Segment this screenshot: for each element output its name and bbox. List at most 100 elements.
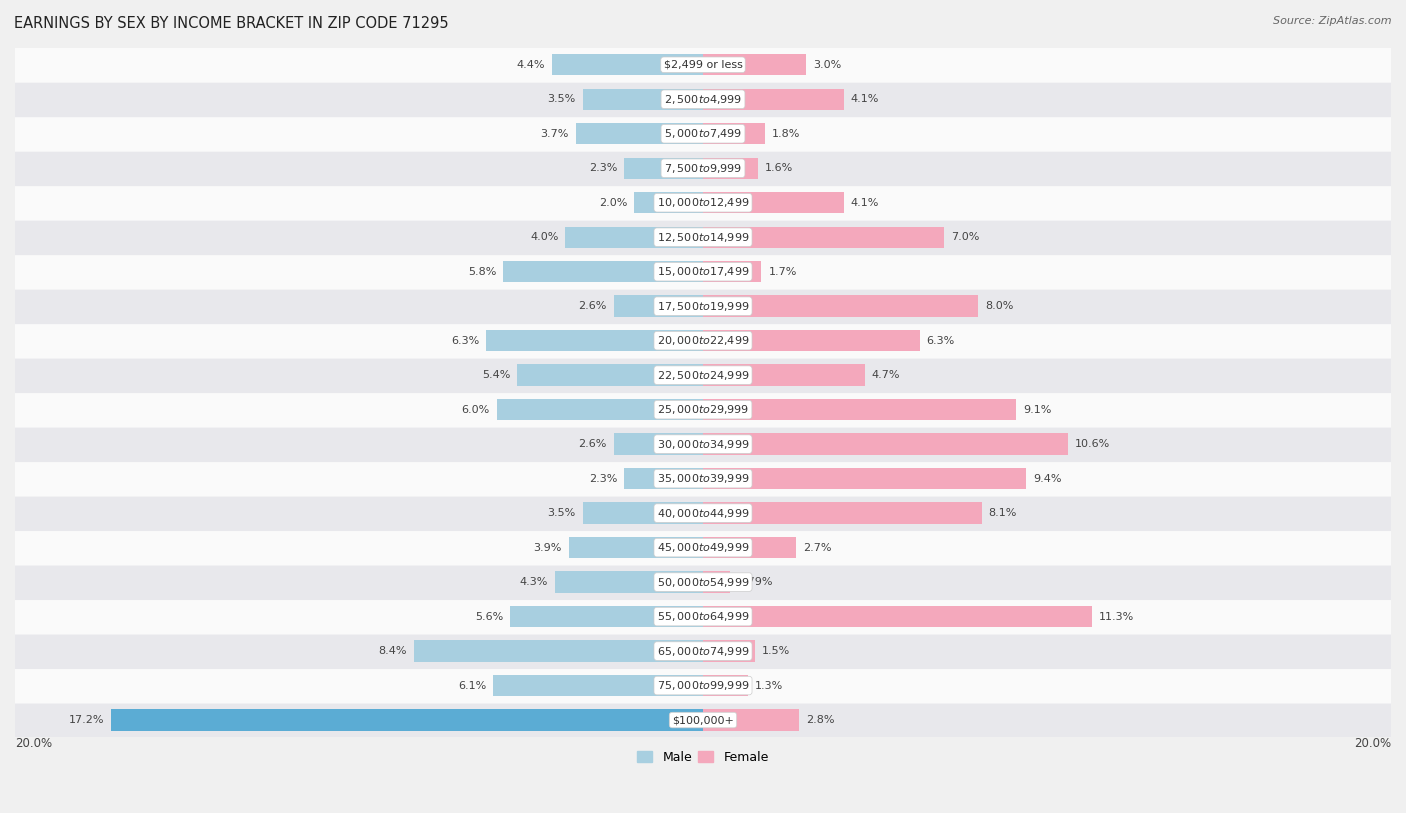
Bar bbox=[703, 261, 762, 282]
Bar bbox=[703, 123, 765, 145]
FancyBboxPatch shape bbox=[14, 150, 1392, 186]
Text: 3.5%: 3.5% bbox=[547, 94, 575, 104]
Bar bbox=[555, 572, 703, 593]
Text: $35,000 to $39,999: $35,000 to $39,999 bbox=[657, 472, 749, 485]
Bar bbox=[551, 54, 703, 76]
Bar bbox=[703, 89, 844, 110]
Text: 4.4%: 4.4% bbox=[516, 60, 544, 70]
Text: 7.0%: 7.0% bbox=[950, 233, 979, 242]
Text: 1.3%: 1.3% bbox=[755, 680, 783, 690]
Bar bbox=[413, 641, 703, 662]
Bar bbox=[703, 606, 1091, 628]
Text: 5.8%: 5.8% bbox=[468, 267, 496, 276]
Text: 5.4%: 5.4% bbox=[482, 370, 510, 380]
FancyBboxPatch shape bbox=[14, 495, 1392, 531]
FancyBboxPatch shape bbox=[14, 81, 1392, 117]
Text: 2.7%: 2.7% bbox=[803, 542, 831, 553]
Text: $7,500 to $9,999: $7,500 to $9,999 bbox=[664, 162, 742, 175]
Bar bbox=[703, 710, 800, 731]
Text: $65,000 to $74,999: $65,000 to $74,999 bbox=[657, 645, 749, 658]
Text: 10.6%: 10.6% bbox=[1074, 439, 1109, 449]
Bar bbox=[582, 502, 703, 524]
Text: 6.1%: 6.1% bbox=[458, 680, 486, 690]
Bar bbox=[575, 123, 703, 145]
Bar bbox=[494, 675, 703, 696]
Bar bbox=[569, 537, 703, 559]
FancyBboxPatch shape bbox=[14, 323, 1392, 359]
Text: $10,000 to $12,499: $10,000 to $12,499 bbox=[657, 196, 749, 209]
Text: 2.6%: 2.6% bbox=[578, 301, 606, 311]
Text: $5,000 to $7,499: $5,000 to $7,499 bbox=[664, 128, 742, 140]
Legend: Male, Female: Male, Female bbox=[633, 746, 773, 769]
Text: $20,000 to $22,499: $20,000 to $22,499 bbox=[657, 334, 749, 347]
Text: $100,000+: $100,000+ bbox=[672, 715, 734, 725]
Text: $30,000 to $34,999: $30,000 to $34,999 bbox=[657, 437, 749, 450]
Text: $17,500 to $19,999: $17,500 to $19,999 bbox=[657, 300, 749, 313]
Bar bbox=[486, 330, 703, 351]
Text: 6.3%: 6.3% bbox=[927, 336, 955, 346]
Bar bbox=[703, 399, 1017, 420]
FancyBboxPatch shape bbox=[14, 461, 1392, 497]
Bar bbox=[703, 433, 1067, 454]
Bar bbox=[613, 433, 703, 454]
Text: 20.0%: 20.0% bbox=[15, 737, 52, 750]
Bar bbox=[496, 399, 703, 420]
FancyBboxPatch shape bbox=[14, 289, 1392, 324]
Text: 3.7%: 3.7% bbox=[540, 128, 569, 139]
Bar bbox=[703, 641, 755, 662]
Text: $40,000 to $44,999: $40,000 to $44,999 bbox=[657, 506, 749, 520]
Text: 2.3%: 2.3% bbox=[589, 163, 617, 173]
Text: Source: ZipAtlas.com: Source: ZipAtlas.com bbox=[1274, 16, 1392, 26]
Bar bbox=[703, 537, 796, 559]
Bar bbox=[703, 330, 920, 351]
Text: $12,500 to $14,999: $12,500 to $14,999 bbox=[657, 231, 749, 244]
Bar bbox=[703, 468, 1026, 489]
FancyBboxPatch shape bbox=[14, 47, 1392, 83]
Bar bbox=[703, 364, 865, 386]
Text: 2.0%: 2.0% bbox=[599, 198, 627, 207]
Bar bbox=[703, 295, 979, 317]
FancyBboxPatch shape bbox=[14, 185, 1392, 220]
Bar bbox=[565, 227, 703, 248]
FancyBboxPatch shape bbox=[14, 220, 1392, 255]
FancyBboxPatch shape bbox=[14, 564, 1392, 600]
Text: 5.6%: 5.6% bbox=[475, 611, 503, 622]
FancyBboxPatch shape bbox=[14, 598, 1392, 634]
FancyBboxPatch shape bbox=[14, 530, 1392, 566]
Text: 8.4%: 8.4% bbox=[378, 646, 408, 656]
Text: 17.2%: 17.2% bbox=[69, 715, 104, 725]
Text: $50,000 to $54,999: $50,000 to $54,999 bbox=[657, 576, 749, 589]
Bar bbox=[510, 606, 703, 628]
Text: 6.0%: 6.0% bbox=[461, 405, 489, 415]
Text: EARNINGS BY SEX BY INCOME BRACKET IN ZIP CODE 71295: EARNINGS BY SEX BY INCOME BRACKET IN ZIP… bbox=[14, 16, 449, 31]
Bar bbox=[703, 54, 806, 76]
Text: $2,500 to $4,999: $2,500 to $4,999 bbox=[664, 93, 742, 106]
Text: $15,000 to $17,499: $15,000 to $17,499 bbox=[657, 265, 749, 278]
FancyBboxPatch shape bbox=[14, 115, 1392, 152]
Text: 4.7%: 4.7% bbox=[872, 370, 900, 380]
Bar bbox=[703, 572, 730, 593]
Bar bbox=[582, 89, 703, 110]
FancyBboxPatch shape bbox=[14, 633, 1392, 669]
Text: 1.6%: 1.6% bbox=[765, 163, 793, 173]
FancyBboxPatch shape bbox=[14, 702, 1392, 738]
Text: 9.4%: 9.4% bbox=[1033, 474, 1062, 484]
Text: 1.5%: 1.5% bbox=[762, 646, 790, 656]
Bar bbox=[624, 468, 703, 489]
Text: 2.8%: 2.8% bbox=[806, 715, 835, 725]
Bar bbox=[111, 710, 703, 731]
Bar bbox=[517, 364, 703, 386]
Text: $55,000 to $64,999: $55,000 to $64,999 bbox=[657, 610, 749, 623]
Bar bbox=[703, 192, 844, 213]
Text: $75,000 to $99,999: $75,000 to $99,999 bbox=[657, 679, 749, 692]
Bar bbox=[703, 227, 943, 248]
FancyBboxPatch shape bbox=[14, 357, 1392, 393]
Text: $45,000 to $49,999: $45,000 to $49,999 bbox=[657, 541, 749, 554]
Text: 4.3%: 4.3% bbox=[520, 577, 548, 587]
Text: 3.5%: 3.5% bbox=[547, 508, 575, 518]
Text: 3.9%: 3.9% bbox=[534, 542, 562, 553]
Bar bbox=[703, 502, 981, 524]
Text: 4.1%: 4.1% bbox=[851, 198, 879, 207]
Bar bbox=[703, 158, 758, 179]
Bar bbox=[613, 295, 703, 317]
